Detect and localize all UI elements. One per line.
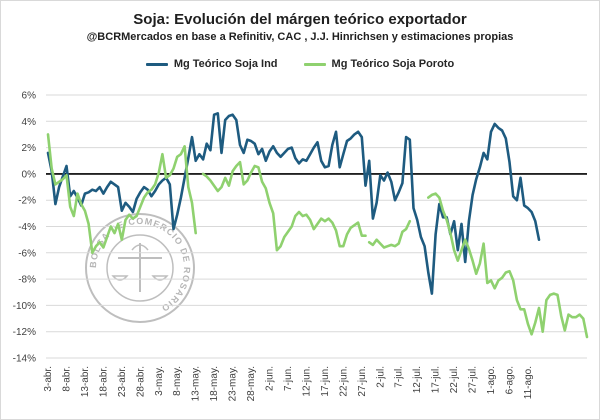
x-tick-label: 2-jun.: [265, 366, 276, 391]
series-line-soja-poroto: [201, 160, 367, 252]
x-tick-label: 7-jun.: [283, 366, 294, 391]
x-tick-label: 23-may.: [228, 366, 239, 401]
series-line-soja-poroto: [367, 219, 412, 249]
x-tick-label: 23-abr.: [117, 366, 128, 397]
legend-item-poroto: Mg Teórico Soja Poroto: [303, 58, 455, 70]
legend-label-ind: Mg Teórico Soja Ind: [173, 58, 278, 70]
series-line-soja-poroto: [426, 192, 589, 339]
x-tick-label: 13-abr.: [80, 366, 91, 397]
x-tick-label: 17-jun.: [320, 366, 331, 397]
legend-swatch-ind: [145, 62, 168, 66]
x-tick-label: 12-jun.: [301, 366, 312, 397]
seal-inner-ring: [106, 234, 174, 302]
x-tick-label: 18-may.: [209, 366, 220, 401]
x-tick-label: 28-abr.: [135, 366, 146, 397]
x-tick-label: 3-may.: [154, 366, 165, 396]
seal-wings: [131, 244, 149, 251]
series-line-soja-poroto: [46, 133, 197, 255]
seal-outer-ring: [85, 213, 195, 323]
y-tick-label: -12%: [13, 327, 36, 338]
x-tick-label: 11-ago.: [523, 366, 534, 399]
y-tick-label: 4%: [22, 117, 37, 128]
series-line-soja-ind: [46, 112, 541, 295]
y-tick-label: -4%: [18, 222, 36, 233]
chart-title: Soja: Evolución del márgen teórico expor…: [133, 11, 467, 28]
y-tick-label: -6%: [18, 248, 36, 259]
x-tick-label: 8-abr.: [61, 366, 72, 392]
y-tick-label: -10%: [13, 301, 36, 312]
x-tick-label: 18-abr.: [98, 366, 109, 397]
x-tick-label: 8-may.: [172, 366, 183, 396]
x-tick-label: 12-jul.: [412, 366, 423, 393]
y-tick-label: -8%: [18, 275, 36, 286]
y-tick-label: 0%: [22, 169, 37, 180]
y-tick-label: -2%: [18, 196, 36, 207]
y-tick-label: 2%: [22, 143, 37, 154]
x-tick-label: 27-jun.: [357, 366, 368, 397]
x-tick-label: 22-jun.: [338, 366, 349, 397]
chart-subtitle: @BCRMercados en base a Refinitiv, CAC , …: [86, 31, 514, 43]
x-tick-label: 3-abr.: [43, 366, 54, 392]
chart-legend: Mg Teórico Soja Ind Mg Teórico Soja Poro…: [0, 58, 600, 70]
y-tick-label: -14%: [13, 354, 36, 365]
legend-label-poroto: Mg Teórico Soja Poroto: [331, 58, 455, 70]
y-tick-label: 6%: [22, 91, 37, 102]
x-tick-label: 13-may.: [191, 366, 202, 401]
legend-item-ind: Mg Teórico Soja Ind: [145, 58, 278, 70]
x-tick-label: 7-jul.: [394, 366, 405, 388]
legend-swatch-poroto: [303, 62, 326, 66]
x-tick-label: 17-jul.: [431, 366, 442, 393]
x-tick-label: 27-jul.: [468, 366, 479, 393]
x-tick-label: 28-may.: [246, 366, 257, 401]
x-tick-label: 1-ago.: [486, 366, 497, 394]
x-tick-label: 6-ago.: [504, 366, 515, 394]
x-tick-label: 2-jul.: [375, 366, 386, 388]
x-tick-label: 22-jul.: [449, 366, 460, 393]
seal-balance-pans: [111, 275, 169, 281]
